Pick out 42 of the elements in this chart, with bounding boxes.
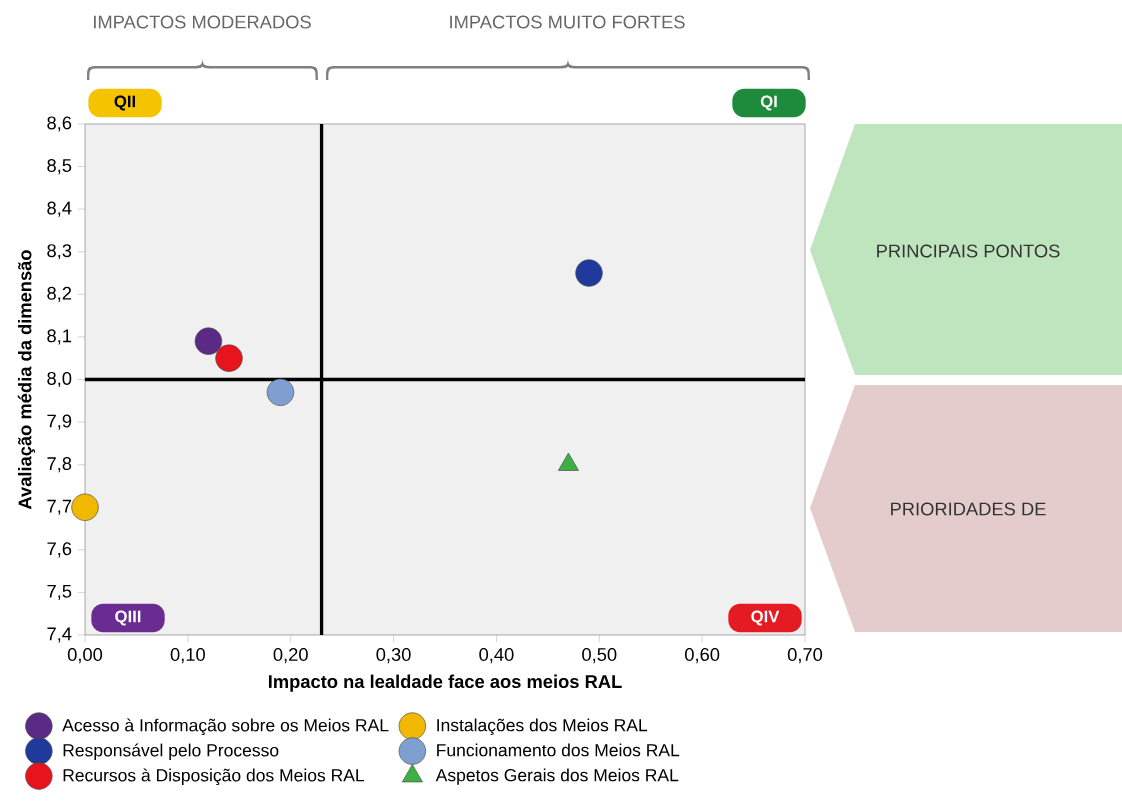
text: QI xyxy=(760,95,777,111)
y-tick-label: 7,5 xyxy=(47,584,72,600)
y-tick-label: 8,0 xyxy=(47,371,72,388)
legend-label: Instalações dos Meios RAL xyxy=(437,718,648,735)
y-tick-label: 7,8 xyxy=(47,457,72,473)
x-tick-label: 0,20 xyxy=(273,648,308,664)
text: IMPACTOS MODERADOS xyxy=(94,15,311,29)
y-axis-title: Avaliação média da dimensão xyxy=(17,250,36,510)
x-tick-label: 0,70 xyxy=(787,648,823,664)
y-tick-label: 7,9 xyxy=(47,414,72,430)
y-tick-label: 7,7 xyxy=(47,499,72,515)
y-tick-label: 7,6 xyxy=(47,542,72,558)
text: PRIORIDADES DE xyxy=(891,502,1046,516)
point xyxy=(575,259,603,287)
point xyxy=(71,493,99,521)
x-tick-label: 0,00 xyxy=(67,648,103,664)
point xyxy=(266,378,295,406)
y-tick-label: 8,2 xyxy=(47,286,72,302)
legend-label: Acesso à Informação sobre os Meios RAL xyxy=(62,718,389,735)
text: PRINCIPAIS PONTOS xyxy=(877,244,1060,258)
y-tick-label: 7,4 xyxy=(47,627,72,643)
x-tick-label: 0,60 xyxy=(685,648,720,664)
point xyxy=(215,344,243,372)
y-tick-label: 8,4 xyxy=(47,201,72,217)
x-axis-title: Impacto na lealdade face aos meios RAL xyxy=(268,674,622,692)
y-tick-label: 8,1 xyxy=(47,329,72,345)
legend-label: Responsável pelo Processo xyxy=(63,743,279,760)
annotation: QIII xyxy=(115,610,141,626)
text: IMPACTOS MUITO FORTES xyxy=(450,15,685,29)
y-tick-label: 8,3 xyxy=(47,244,72,260)
legend-label: Recursos à Disposição dos Meios RAL xyxy=(63,768,365,785)
text: QII xyxy=(114,95,136,111)
annotation: QIV xyxy=(751,610,780,626)
x-tick-label: 0,30 xyxy=(376,648,411,664)
legend-label: Aspetos Gerais dos Meios RAL xyxy=(435,768,679,785)
legend-label: Funcionamento dos Meios RAL xyxy=(437,743,680,757)
x-tick-label: 0,50 xyxy=(582,648,617,664)
y-tick-label: 8,6 xyxy=(47,116,72,132)
point xyxy=(194,327,223,355)
x-tick-label: 0,40 xyxy=(479,648,514,664)
y-tick-label: 8,5 xyxy=(47,159,72,175)
x-tick-label: 0,10 xyxy=(170,648,205,664)
